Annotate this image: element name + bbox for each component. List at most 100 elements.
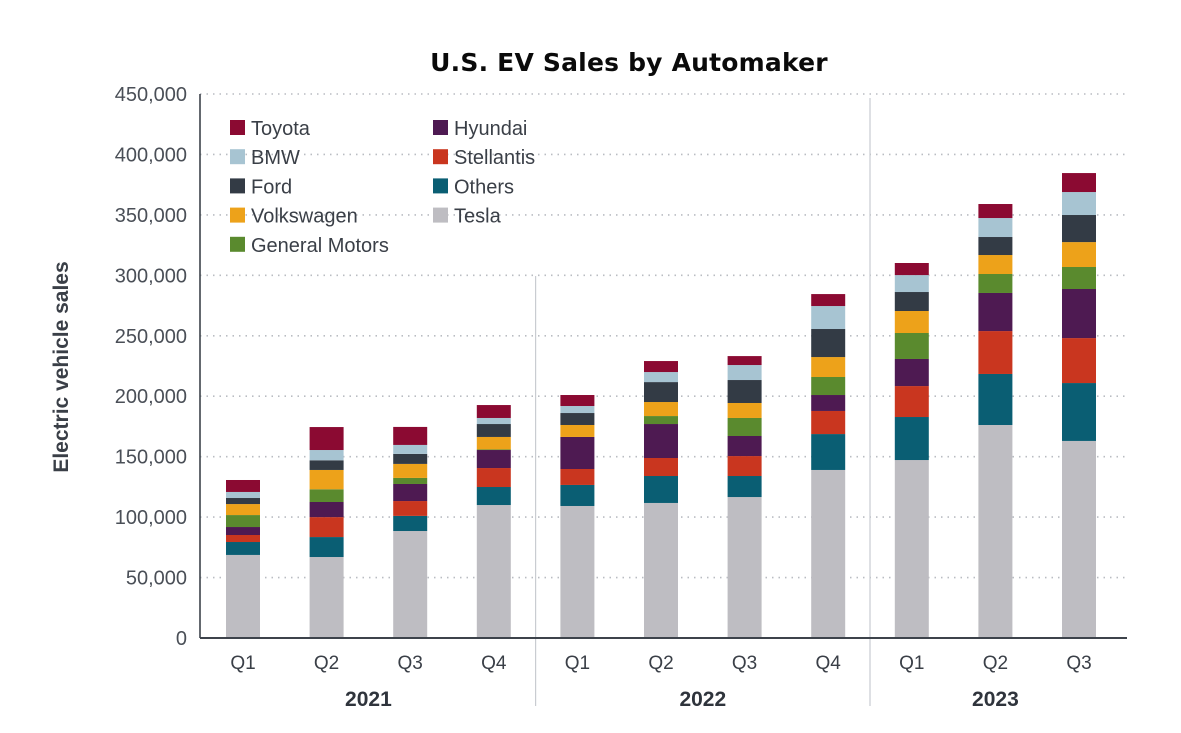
chart-title: U.S. EV Sales by Automaker [430,48,828,77]
x-tick-label: Q2 [983,653,1008,674]
bar-segment-ford [978,237,1013,256]
bar-segment-toyota [1062,173,1096,193]
year-separators [534,98,871,706]
bar-segment-hyundai [727,435,762,457]
bar-segment-tesla [393,531,428,638]
bar-segment-toyota [894,263,929,276]
bar-segment-hyundai [309,502,344,518]
bar-segment-others [894,417,929,461]
bar-segment-tesla [560,505,595,638]
bar-segment-ford [476,424,511,437]
bar-segment-toyota [226,479,260,492]
legend-label: BMW [251,147,300,169]
bar-segment-hyundai [1062,288,1096,339]
bar-stack [1062,173,1096,638]
bar-segment-general-motors [811,377,846,396]
bar-stack [226,479,260,638]
bar-stack [393,426,428,638]
legend-swatch [230,120,245,135]
bar-segment-ford [811,329,846,358]
bar-segment-volkswagen [727,402,762,418]
bar-segment-toyota [811,294,846,307]
bar-segment-general-motors [1062,266,1096,289]
bar-segment-toyota [476,405,511,418]
bar-segment-bmw [644,372,678,383]
bar-segment-stellantis [978,331,1013,374]
bar-segment-hyundai [894,358,929,387]
year-label: 2022 [679,688,726,711]
bar-segment-ford [644,382,678,403]
legend-swatch [433,149,448,165]
bar-segment-volkswagen [476,436,511,450]
bar-segment-general-motors [644,416,678,425]
bar-segment-ford [727,380,762,403]
bar-segment-bmw [560,406,595,414]
legend: Toyota BMW Ford Volkswagen General Motors Hyu… [230,118,535,257]
bar-segment-others [309,537,344,558]
bar-segment-stellantis [476,468,511,488]
bar-segment-volkswagen [309,469,344,490]
bar-segment-bmw [476,417,511,425]
bar-segment-bmw [1062,192,1096,216]
bar-segment-tesla [226,554,260,638]
bar-segment-others [811,434,846,470]
legend-item: Toyota [230,118,311,140]
bar-segment-bmw [894,275,929,293]
legend-swatch [433,178,448,194]
bar-segment-ford [894,292,929,311]
bar-segment-general-motors [978,274,1013,293]
y-tick-label: 0 [176,628,187,650]
legend-label: Others [454,176,514,198]
bar-segment-tesla [309,557,344,638]
bar-segment-volkswagen [1062,242,1096,267]
x-tick-label: Q1 [899,653,924,674]
bar-segment-others [727,476,762,498]
bar-stack [727,356,762,638]
bar-segment-tesla [811,469,846,638]
bar-segment-general-motors [894,332,929,359]
y-tick-label: 300,000 [115,265,187,287]
bar-segment-others [1062,383,1096,441]
bar-segment-toyota [560,395,595,407]
bar-segment-stellantis [560,468,595,485]
bar-segment-general-motors [393,477,428,484]
axes [199,94,1127,639]
bar-stack [894,263,929,638]
legend-item: Others [433,176,514,198]
bars [226,173,1096,638]
x-tick-label: Q3 [1066,653,1091,674]
bar-stack [811,294,846,638]
bar-segment-tesla [476,505,511,638]
bar-segment-ford [309,460,344,470]
bar-segment-ford [560,413,595,425]
legend-label: Stellantis [454,147,535,169]
bar-segment-bmw [393,444,428,454]
bar-segment-stellantis [811,410,846,435]
x-tick-label: Q2 [314,653,339,674]
legend-label: Hyundai [454,118,527,140]
bar-segment-general-motors [226,515,260,528]
bar-segment-ford [226,498,260,505]
bar-segment-others [226,542,260,555]
x-tick-label: Q2 [648,653,673,674]
legend-item: Stellantis [433,147,535,169]
bar-segment-stellantis [894,386,929,418]
bar-segment-hyundai [560,436,595,469]
bar-segment-bmw [727,365,762,381]
legend-swatch [433,207,448,223]
year-label: 2021 [345,688,392,711]
bar-segment-others [476,487,511,506]
bar-segment-toyota [393,426,428,445]
bar-stack [309,427,344,638]
bar-segment-toyota [644,361,678,373]
y-tick-label: 100,000 [115,507,187,529]
legend-label: General Motors [251,235,389,257]
x-tick-labels: Q1 Q2 Q3 Q4 Q1 Q2 Q3 Q4 Q1 Q2 Q3 [230,653,1091,674]
legend-item: BMW [230,147,300,169]
legend-swatch [230,207,245,223]
x-tick-label: Q3 [732,653,757,674]
legend-item: Ford [230,176,292,198]
y-tick-label: 450,000 [115,84,187,106]
bar-segment-stellantis [644,457,678,477]
